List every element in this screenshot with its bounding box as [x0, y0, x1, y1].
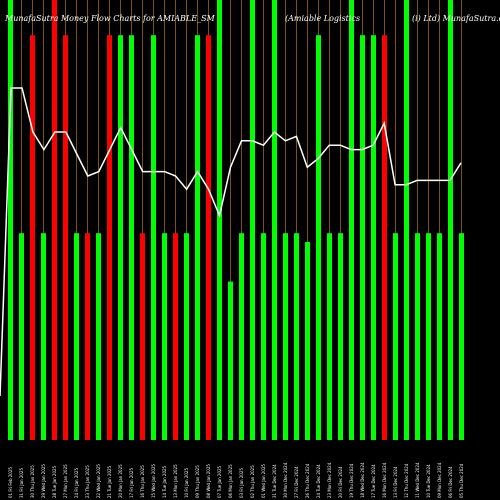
- chart-title-mid: (Amiable Logistics: [285, 14, 360, 23]
- x-tick-label: 23 Thu Jan 2025: [85, 465, 90, 498]
- bar-down: [173, 233, 178, 440]
- x-tick-label: 20 Fri Dec 2024: [338, 466, 343, 498]
- bar-up: [19, 233, 24, 440]
- bar-up: [195, 35, 200, 440]
- bar-up: [129, 35, 134, 440]
- bar-up: [305, 242, 310, 440]
- bar-up: [448, 0, 453, 440]
- x-tick-label: 10 Tue Dec 2024: [426, 464, 431, 498]
- bar-up: [393, 233, 398, 440]
- x-tick-label: 20 Mon Jan 2025: [118, 464, 123, 498]
- bar-up: [338, 233, 343, 440]
- money-flow-line: [0, 87, 462, 397]
- bar-down: [206, 35, 211, 440]
- bar-up: [294, 233, 299, 440]
- bar-up: [250, 0, 255, 440]
- x-tick-label: 17 Fri Jan 2025: [129, 468, 134, 498]
- x-tick-label: 16 Mon Dec 2024: [382, 462, 387, 498]
- x-tick-label: 24 Fri Jan 2025: [74, 468, 79, 498]
- x-tick-label: 31 Fri Jan 2025: [19, 468, 24, 498]
- x-tick-label: 11 Wed Dec 2024: [415, 462, 420, 498]
- x-tick-label: 08 Wed Jan 2025: [206, 464, 211, 498]
- x-tick-label: 19 Thu Dec 2024: [349, 463, 354, 498]
- x-tick-label: 27 Fri Dec 2024: [294, 466, 299, 498]
- bar-down: [30, 35, 35, 440]
- x-tick-label: 15 Wed Jan 2025: [151, 464, 156, 498]
- x-tick-label: 16 Thu Jan 2025: [140, 465, 145, 498]
- bar-up: [217, 0, 222, 440]
- bar-up: [96, 233, 101, 440]
- bar-up: [74, 233, 79, 440]
- x-tick-label: 17 Tue Dec 2024: [371, 464, 376, 498]
- bar-down: [107, 35, 112, 440]
- x-tick-label: 06 Mon Jan 2025: [228, 464, 233, 498]
- bar-up: [316, 35, 321, 440]
- x-tick-label: 29 Wed Jan 2025: [41, 464, 46, 498]
- bar-up: [283, 233, 288, 440]
- bar-down: [85, 233, 90, 440]
- x-tick-label: 30 Thu Jan 2025: [30, 465, 35, 498]
- x-tick-label: 09 Mon Dec 2024: [437, 462, 442, 498]
- bar-up: [272, 0, 277, 440]
- x-tick-label: 09 Thu Jan 2025: [195, 465, 200, 498]
- bar-up: [437, 233, 442, 440]
- bar-up: [261, 233, 266, 440]
- x-tick-label: 28 Tue Jan 2025: [52, 465, 57, 498]
- x-tick-label: 18 Wed Dec 2024: [360, 462, 365, 498]
- bar-series: [8, 0, 464, 440]
- bar-up: [151, 35, 156, 440]
- chart-title-right: (i) Ltd) MunafaSutra.com: [412, 14, 500, 23]
- bar-up: [239, 233, 244, 440]
- bar-up: [415, 233, 420, 440]
- x-tick-label: 13 Mon Jan 2025: [173, 464, 178, 498]
- bar-up: [426, 233, 431, 440]
- x-tick-label: 07 Tue Jan 2025: [217, 465, 222, 498]
- x-tick-label: 30 Mon Dec 2024: [283, 462, 288, 498]
- x-tick-label: 01 Wed Jan 2025: [261, 464, 266, 498]
- x-tick-label: 10 Fri Jan 2025: [184, 468, 189, 498]
- bar-down: [63, 35, 68, 440]
- bar-down: [382, 35, 387, 440]
- x-tick-label: 03 Fri Jan 2025: [239, 468, 244, 498]
- x-tick-labels: 01 Fri Feb 2025 31 Fri Jan 2025 30 Thu Jan…: [8, 462, 464, 498]
- bar-up: [184, 233, 189, 440]
- bar-up: [8, 0, 13, 440]
- x-tick-label: 13 Fri Dec 2024: [393, 466, 398, 498]
- bar-up: [327, 233, 332, 440]
- bar-up: [228, 281, 233, 440]
- x-tick-label: 22 Wed Jan 2025: [96, 464, 101, 498]
- x-tick-label: 23 Mon Dec 2024: [327, 462, 332, 498]
- bar-up: [349, 0, 354, 440]
- x-tick-label: 24 Tue Dec 2024: [316, 464, 321, 498]
- x-tick-label: 27 Mon Jan 2025: [63, 464, 68, 498]
- bar-up: [162, 233, 167, 440]
- x-tick-label: 05 Thu Dec 2024: [459, 463, 464, 498]
- bar-up: [371, 35, 376, 440]
- bar-up: [404, 0, 409, 440]
- x-tick-label: 14 Tue Jan 2025: [162, 465, 167, 498]
- x-tick-label: 12 Thu Dec 2024: [404, 463, 409, 498]
- chart-title-left: MunafaSutra Money Flow Charts for AMIABL…: [4, 14, 216, 23]
- bar-up: [41, 233, 46, 440]
- bar-down: [52, 0, 57, 440]
- x-tick-label: 21 Tue Jan 2025: [107, 465, 112, 498]
- x-tick-label: 31 Tue Dec 2024: [272, 464, 277, 498]
- bar-up: [459, 233, 464, 440]
- x-tick-label: 06 Fri Dec 2024: [448, 466, 453, 498]
- x-tick-label: 26 Thu Dec 2024: [305, 463, 310, 498]
- bar-up: [118, 35, 123, 440]
- bar-up: [360, 35, 365, 440]
- bar-down: [140, 233, 145, 440]
- x-tick-label: 02 Thu Jan 2025: [250, 465, 255, 498]
- x-tick-label: 01 Fri Feb 2025: [8, 467, 13, 498]
